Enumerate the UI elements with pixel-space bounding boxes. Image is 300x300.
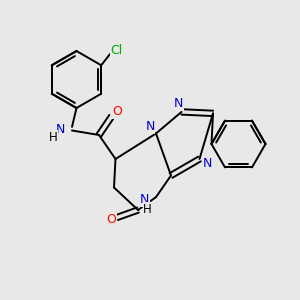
- Text: N: N: [174, 97, 183, 110]
- Text: H: H: [143, 202, 152, 216]
- Text: N: N: [202, 157, 212, 170]
- Text: O: O: [106, 212, 116, 226]
- Text: N: N: [145, 120, 155, 134]
- Text: O: O: [112, 105, 122, 119]
- Text: N: N: [56, 122, 65, 136]
- Text: H: H: [49, 130, 58, 144]
- Text: N: N: [140, 193, 149, 206]
- Text: Cl: Cl: [111, 44, 123, 57]
